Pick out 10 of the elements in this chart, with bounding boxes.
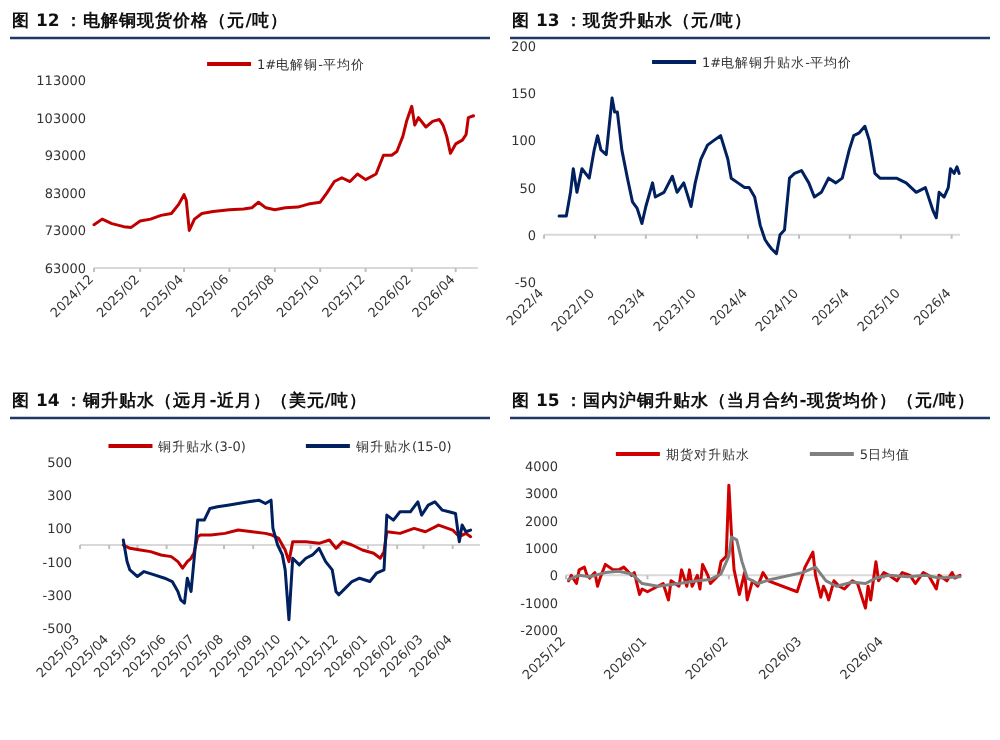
chart-title: 图 15 ：国内沪铜升贴水（当月合约-现货均价）（元/吨） — [512, 390, 975, 412]
line-series — [121, 498, 473, 622]
line-series — [92, 104, 476, 232]
line-series — [567, 535, 962, 588]
line-series — [567, 483, 962, 610]
chart-title: 图 13 ：现货升贴水（元/吨） — [512, 10, 752, 32]
chart-title: 图 12 ：电解铜现货价格（元/吨） — [12, 10, 288, 32]
chart-title: 图 14 ：铜升贴水（远月-近月）（美元/吨） — [12, 390, 367, 412]
line-series — [121, 523, 473, 570]
line-series — [557, 96, 961, 256]
